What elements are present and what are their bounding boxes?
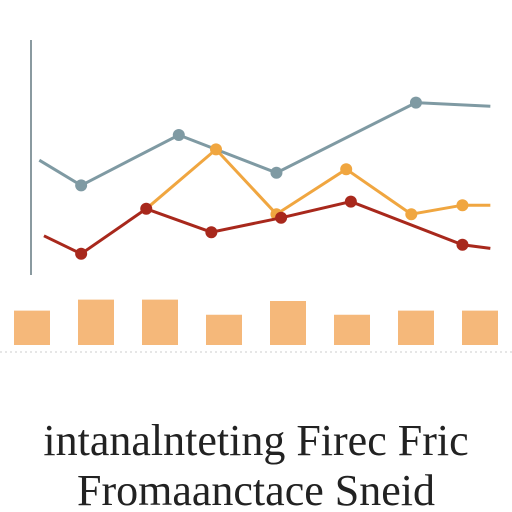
bar: [142, 299, 178, 345]
bar: [14, 310, 50, 345]
point: [172, 129, 185, 141]
series-line: [145, 147, 491, 217]
point: [456, 238, 469, 251]
point: [140, 202, 153, 215]
point: [205, 226, 218, 239]
point: [275, 211, 288, 224]
point: [344, 195, 357, 208]
bar: [334, 314, 370, 345]
point: [456, 199, 469, 212]
point: [75, 247, 88, 260]
series-line: [43, 200, 491, 256]
bar: [206, 314, 242, 345]
point: [405, 208, 418, 221]
title: Fromaanctace Sneid: [77, 466, 435, 512]
series-line: [38, 101, 491, 188]
bar: [462, 310, 498, 345]
point: [409, 96, 422, 109]
point: [75, 179, 88, 192]
point: [210, 143, 222, 156]
point: [270, 166, 283, 179]
point: [340, 163, 353, 176]
bar: [398, 310, 434, 345]
bar: [78, 299, 114, 345]
title: intanalnteting Firec Fric: [43, 416, 468, 465]
bar: [270, 301, 306, 345]
